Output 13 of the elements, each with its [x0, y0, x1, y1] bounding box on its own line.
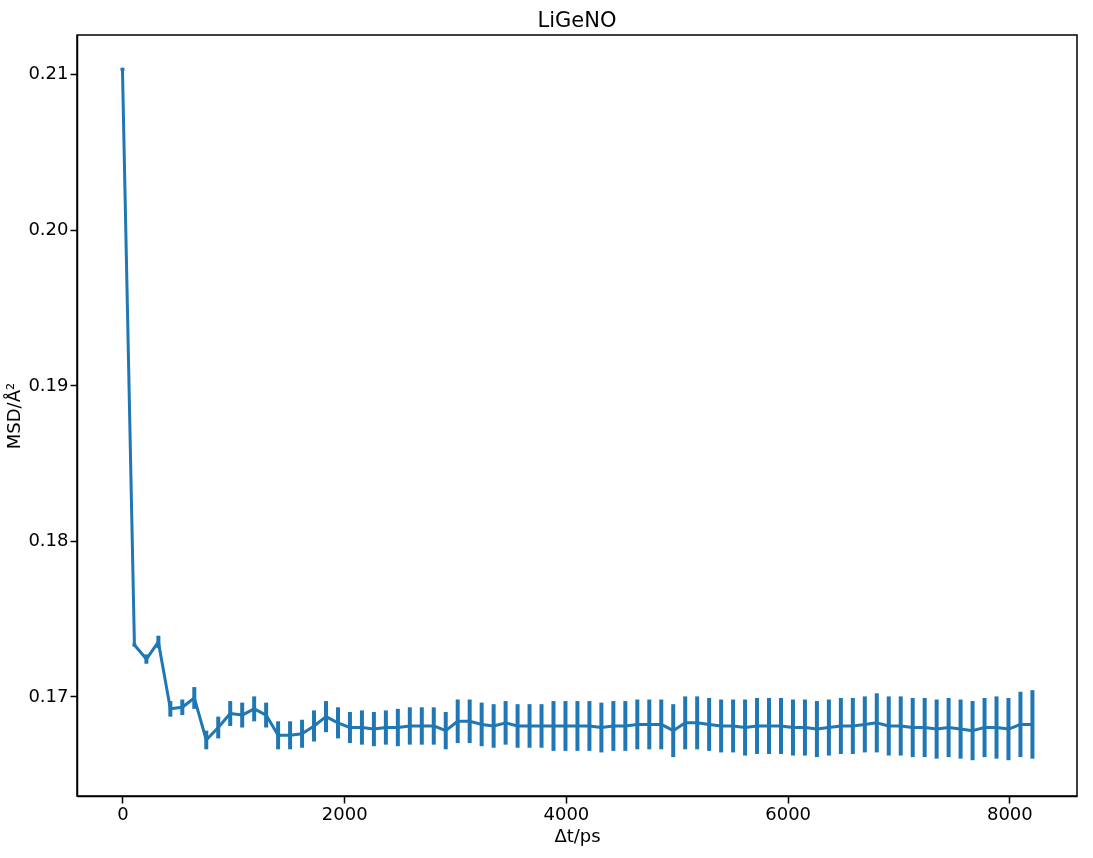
y-tick-label: 0.17 [28, 684, 69, 706]
x-tick-label: 0 [117, 802, 129, 824]
y-tick-label: 0.21 [28, 62, 69, 84]
y-tick-label: 0.20 [28, 218, 69, 240]
chart-title: LiGeNO [537, 8, 617, 32]
y-axis-title: MSD/Å² [3, 382, 25, 450]
x-tick-label: 4000 [543, 802, 590, 824]
y-tick-label: 0.18 [28, 529, 69, 551]
x-axis-title: Δt/ps [554, 824, 601, 846]
x-tick-label: 6000 [765, 802, 812, 824]
y-tick-label: 0.19 [28, 373, 69, 395]
x-tick-label: 8000 [986, 802, 1033, 824]
x-tick-label: 2000 [321, 802, 368, 824]
